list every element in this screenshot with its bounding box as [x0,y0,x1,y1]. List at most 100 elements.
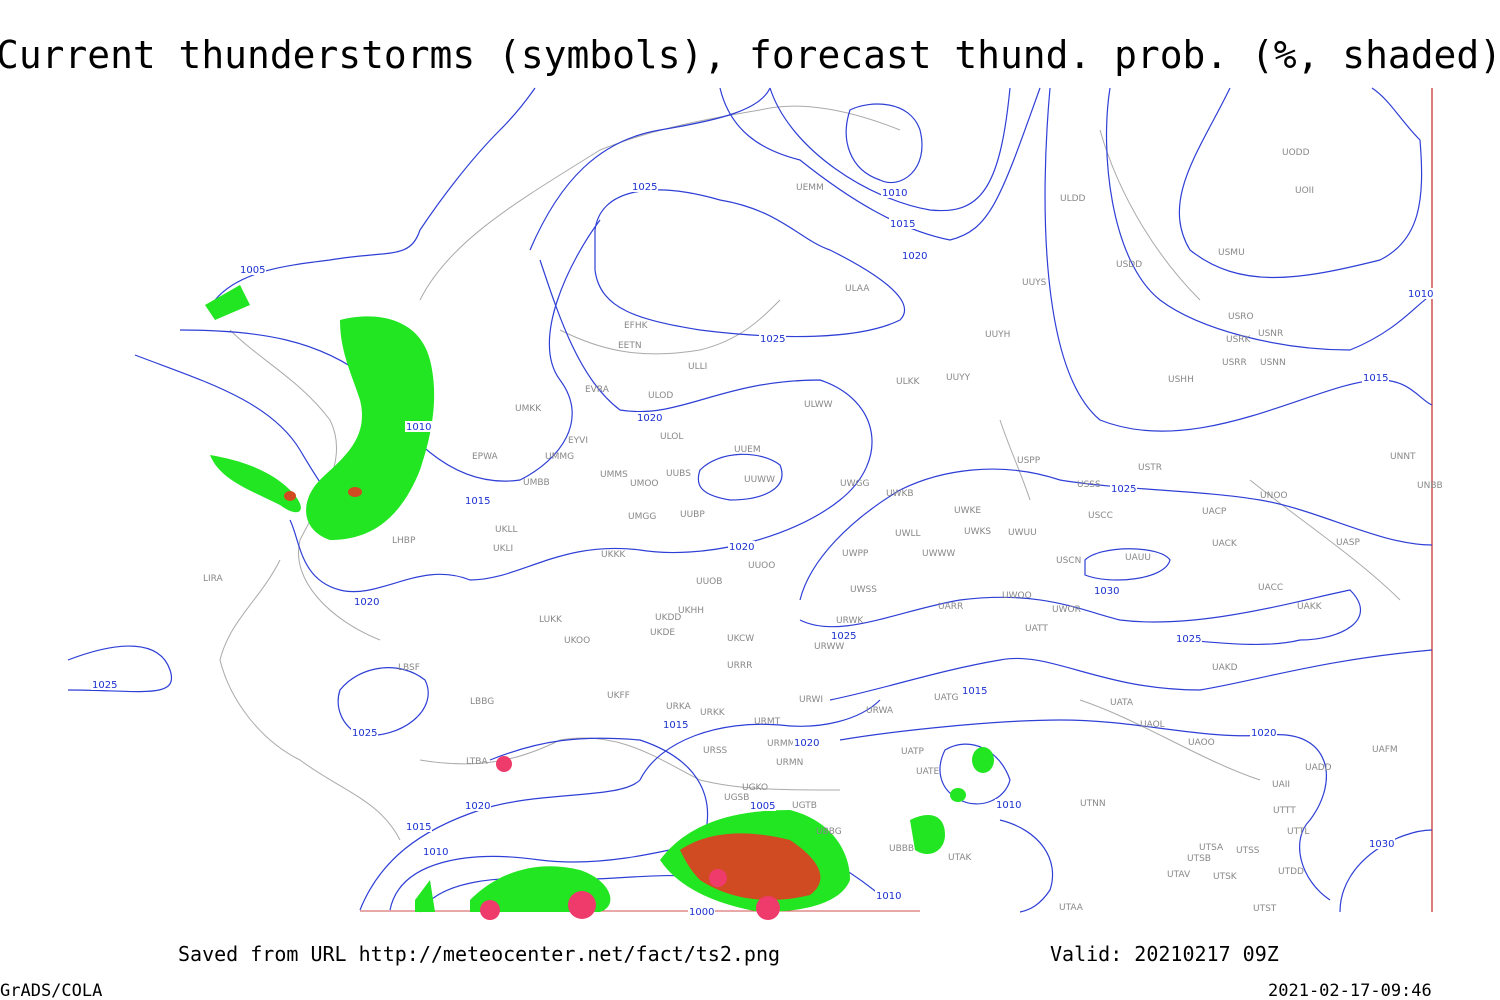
isobar-label-bg [830,630,857,641]
station-label: USNN [1260,358,1286,368]
isobar-label: 1015 [406,822,431,833]
station-label: UWKB [886,489,914,499]
station-label: UTTL [1287,827,1309,837]
station-label: UWKE [954,506,981,516]
station-label: UUYY [946,373,971,383]
station-label: UTDD [1278,867,1304,877]
station-label: UARR [938,602,963,612]
software: GrADS/COLA [0,981,102,1000]
isobar-label: 1025 [352,728,377,739]
station-label: USDD [1116,260,1142,270]
station-label: URSS [703,746,728,756]
station-label: UODD [1282,148,1310,158]
isobar-label: 1025 [1176,634,1201,645]
station-label: UKCW [727,634,754,644]
station-label: EVRA [585,385,610,395]
isobar-label: 1020 [794,738,819,749]
isobar-label: 1010 [996,800,1021,811]
station-label: UGKO [742,783,768,793]
station-label: UBBG [816,827,842,837]
isobar-label-bg [239,264,266,275]
station-label: UAKK [1297,602,1323,612]
station-label: UAOO [1188,738,1215,748]
isobar-label: 1015 [890,219,915,230]
station-label: ULAA [845,284,870,294]
isobar-label-bg [728,541,755,552]
isobar-label-bg [464,800,491,811]
station-label: URMT [754,717,781,727]
station-label: LIRA [203,574,224,584]
station-label: UUEM [734,445,761,455]
isobar-label-bg [1093,585,1120,596]
station-label: URMN [776,758,803,768]
station-label: UKLI [493,544,513,554]
isobar-label-bg [793,737,820,748]
station-label: USTR [1138,463,1162,473]
station-label: UUOO [748,561,775,571]
station-label: URWW [814,642,844,652]
station-label: LUKK [539,615,563,625]
station-label: USCC [1088,511,1113,521]
station-label: UUYS [1022,278,1047,288]
station-label: URRR [727,661,752,671]
station-label: UOII [1295,186,1314,196]
station-label: USPP [1017,456,1041,466]
station-label: UWUU [1008,528,1037,538]
station-label: LBBG [470,697,494,707]
station-label: ULOD [648,391,673,401]
station-label: ULOL [660,432,683,442]
station-label: UATP [901,747,925,757]
station-label: UTTT [1273,806,1296,816]
station-label: URMM [767,739,795,749]
station-label: UUWW [744,475,775,485]
station-label: UATE [916,767,940,777]
station-label: UMOO [630,479,659,489]
station-label: ULDD [1060,194,1086,204]
station-label: UWWW [922,549,955,559]
station-label: UTAV [1167,870,1191,880]
station-label: UAII [1272,780,1290,790]
isobar-label: 1025 [760,334,785,345]
isobar-label: 1010 [423,847,448,858]
isobar-label: 1015 [663,720,688,731]
isobar-label: 1025 [831,631,856,642]
station-label: UWPP [842,549,869,559]
station-label: UAOL [1140,720,1165,730]
station-label: UWOO [1002,591,1032,601]
isobar-label: 1005 [750,801,775,812]
station-label: UUBS [666,469,691,479]
isobar-label-bg [422,846,449,857]
isobar-label: 1030 [1369,839,1394,850]
station-label: UTSK [1213,872,1238,882]
station-label: UWGG [840,479,869,489]
station-label: UACP [1202,507,1227,517]
isobar-label-bg [759,333,786,344]
isobar-label-bg [875,890,902,901]
isobar-label: 1020 [902,251,927,262]
station-label: UKDE [650,628,675,638]
station-label: UAFM [1372,745,1398,755]
station-label: UATG [934,693,959,703]
station-label: LTBA [466,757,488,767]
isobar-label-bg [662,719,689,730]
isobar-label-bg [353,596,380,607]
station-label: USSS [1077,480,1101,490]
isobar-label: 1020 [354,597,379,608]
isobar-label-bg [351,727,378,738]
station-label: USHH [1168,375,1194,385]
isobar-label-bg [889,218,916,229]
station-label: URWA [866,706,894,716]
station-label: UKOO [564,636,590,646]
station-label: UUBP [680,510,705,520]
isobar-label: 1015 [962,686,987,697]
station-label: USCN [1056,556,1081,566]
station-label: UAUU [1125,553,1151,563]
station-label: UAKD [1212,663,1238,673]
station-label: UUYH [985,330,1010,340]
station-label: EETN [618,341,642,351]
station-label: LBSF [398,663,420,673]
station-label: EYVI [568,436,588,446]
station-label: UKHH [678,606,704,616]
station-label: UACK [1212,539,1238,549]
map-frame [360,88,1433,912]
